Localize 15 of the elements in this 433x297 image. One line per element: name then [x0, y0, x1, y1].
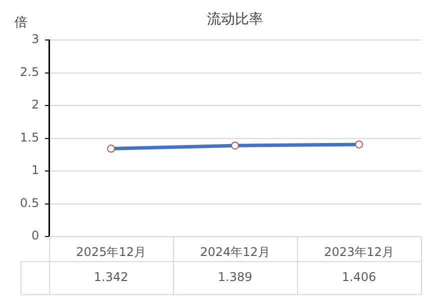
x-tick-label: 2025年12月: [76, 244, 146, 259]
y-tick-label: 2: [31, 98, 40, 112]
y-tick-label: 3: [31, 32, 40, 46]
x-tick-label: 2024年12月: [200, 244, 270, 259]
chart-title: 流动比率: [207, 12, 264, 28]
data-label: 1.406: [342, 270, 376, 284]
y-tick-label: 1: [31, 163, 40, 178]
x-tick-label: 2023年12月: [324, 244, 394, 259]
y-axis-title: 倍: [14, 15, 28, 30]
data-label: 1.342: [94, 270, 128, 284]
y-tick-label: 0: [31, 228, 40, 243]
data-label: 1.389: [218, 270, 252, 284]
y-tick-label: 2.5: [20, 64, 40, 79]
y-tick-label: 0.5: [20, 196, 40, 210]
y-tick-label: 1.5: [20, 130, 40, 144]
